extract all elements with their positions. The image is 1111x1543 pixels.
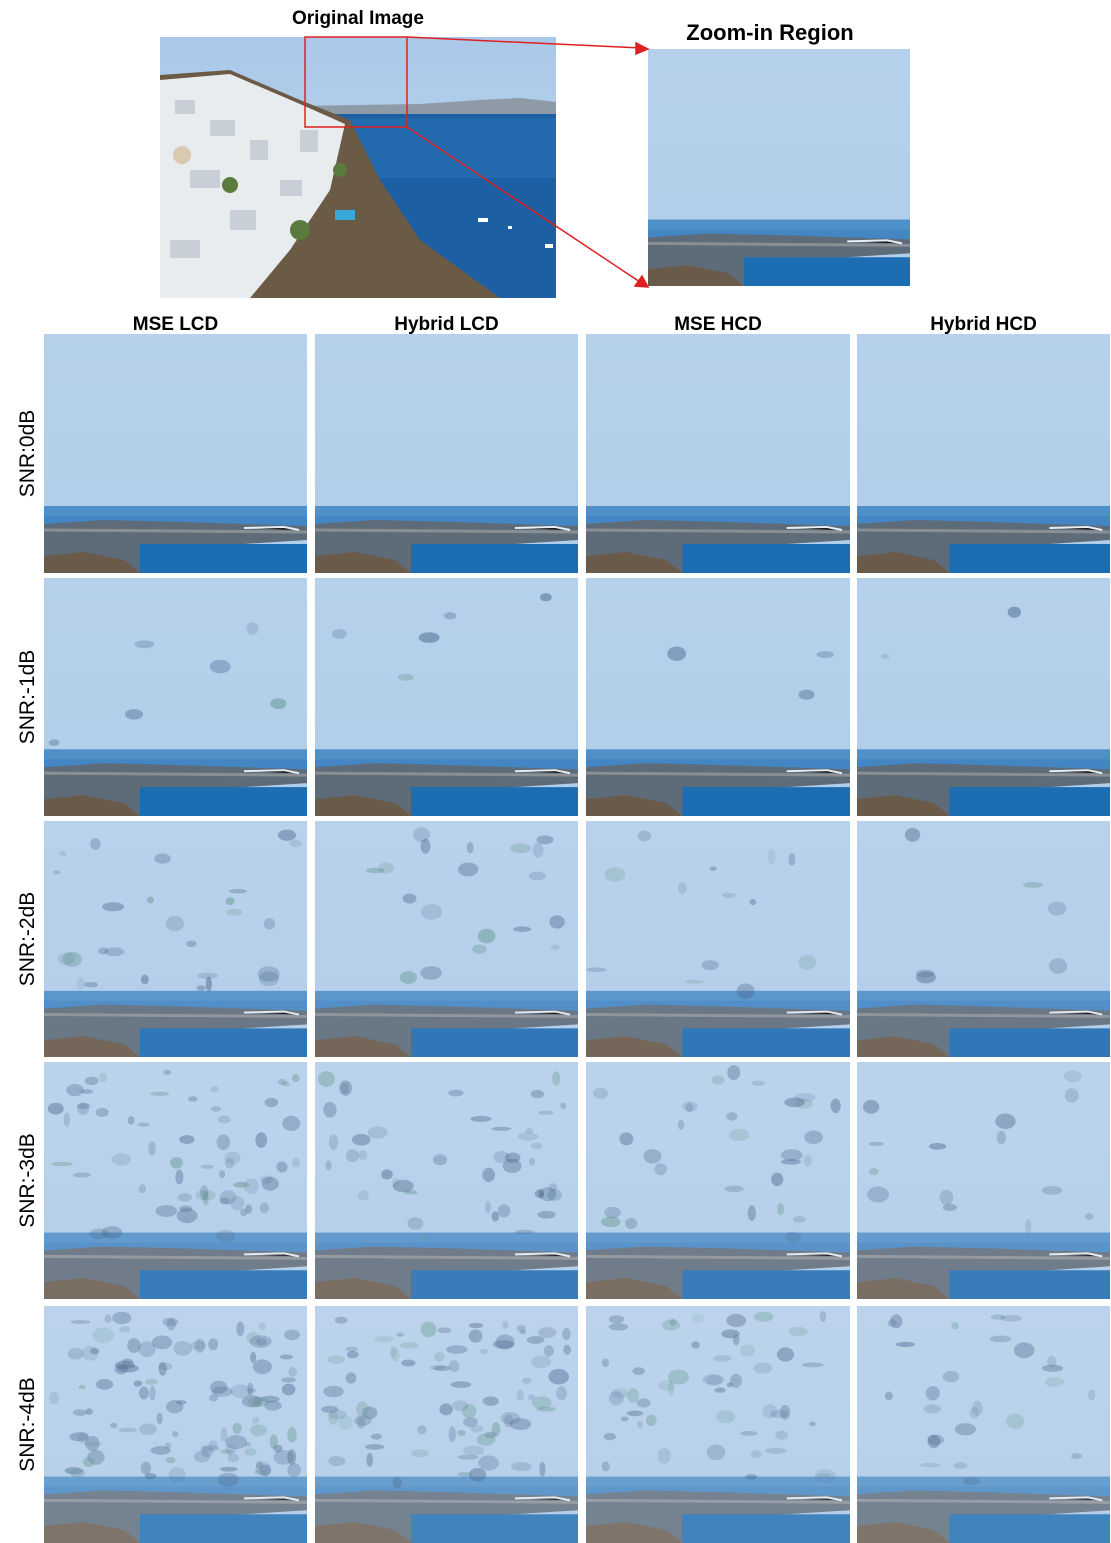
image-tile [44, 334, 307, 573]
artifact [540, 593, 552, 601]
artifact [419, 632, 440, 643]
zoom-image [648, 49, 910, 286]
image-tile [586, 334, 850, 573]
artifact [881, 654, 889, 659]
reconstruction-image [586, 1062, 850, 1299]
reconstruction-image [44, 1062, 307, 1299]
haze [586, 1062, 850, 1299]
image-tile [315, 334, 578, 573]
reconstruction-image [315, 1306, 578, 1543]
reconstruction-image [857, 1306, 1110, 1543]
haze [586, 1306, 850, 1543]
row-label: SNR:0dB [16, 410, 39, 498]
artifact [210, 660, 231, 674]
artifact [125, 709, 143, 720]
reconstruction-image [315, 821, 578, 1057]
zoom-title: Zoom-in Region [686, 20, 853, 45]
result-grid [44, 334, 1110, 1543]
haze [315, 1062, 578, 1299]
haze [44, 821, 307, 1057]
reconstruction-image [44, 334, 307, 573]
artifact [1008, 607, 1021, 618]
reconstruction-image [857, 578, 1110, 816]
row-label: SNR:-3dB [16, 1133, 39, 1228]
page: Original Image Zoom-in Region MSE LCD Hyb… [0, 0, 1111, 1543]
artifact [332, 629, 347, 639]
image-tile [857, 578, 1110, 816]
artifact [799, 690, 815, 700]
reconstruction-image [44, 821, 307, 1057]
reconstruction-image [586, 334, 850, 573]
artifact [246, 622, 258, 634]
haze [315, 821, 578, 1057]
column-header: MSE HCD [674, 314, 762, 335]
reconstruction-image [315, 334, 578, 573]
column-header: MSE LCD [133, 314, 219, 335]
artifact [817, 651, 834, 658]
reconstruction-image [857, 1062, 1110, 1299]
reconstruction-image [857, 334, 1110, 573]
original-image [160, 37, 556, 298]
reconstruction-image [44, 578, 307, 816]
artifact [398, 674, 414, 681]
haze [857, 1062, 1110, 1299]
haze [315, 1306, 578, 1543]
artifact [270, 698, 286, 709]
reconstruction-image [586, 578, 850, 816]
artifact [667, 646, 686, 661]
haze [857, 1306, 1110, 1543]
reconstruction-image [857, 821, 1110, 1057]
image-tile [857, 334, 1110, 573]
figure: Original Image Zoom-in Region MSE LCD Hyb… [0, 0, 1111, 1543]
column-header: Hybrid HCD [930, 314, 1037, 335]
artifact [135, 640, 154, 648]
reconstruction-image [315, 1062, 578, 1299]
haze [44, 1062, 307, 1299]
image-tile [44, 578, 307, 816]
row-label: SNR:-1dB [16, 650, 39, 745]
row-label: SNR:-4dB [16, 1377, 39, 1472]
reconstruction-image [586, 821, 850, 1057]
row-label: SNR:-2dB [16, 892, 39, 987]
reconstruction-image [586, 1306, 850, 1543]
haze [857, 821, 1110, 1057]
artifact [444, 612, 456, 619]
haze [44, 1306, 307, 1543]
column-header: Hybrid LCD [394, 314, 499, 335]
original-title: Original Image [292, 8, 424, 29]
reconstruction-image [44, 1306, 307, 1543]
artifact [49, 739, 60, 746]
haze [586, 821, 850, 1057]
reconstruction-image [315, 578, 578, 816]
